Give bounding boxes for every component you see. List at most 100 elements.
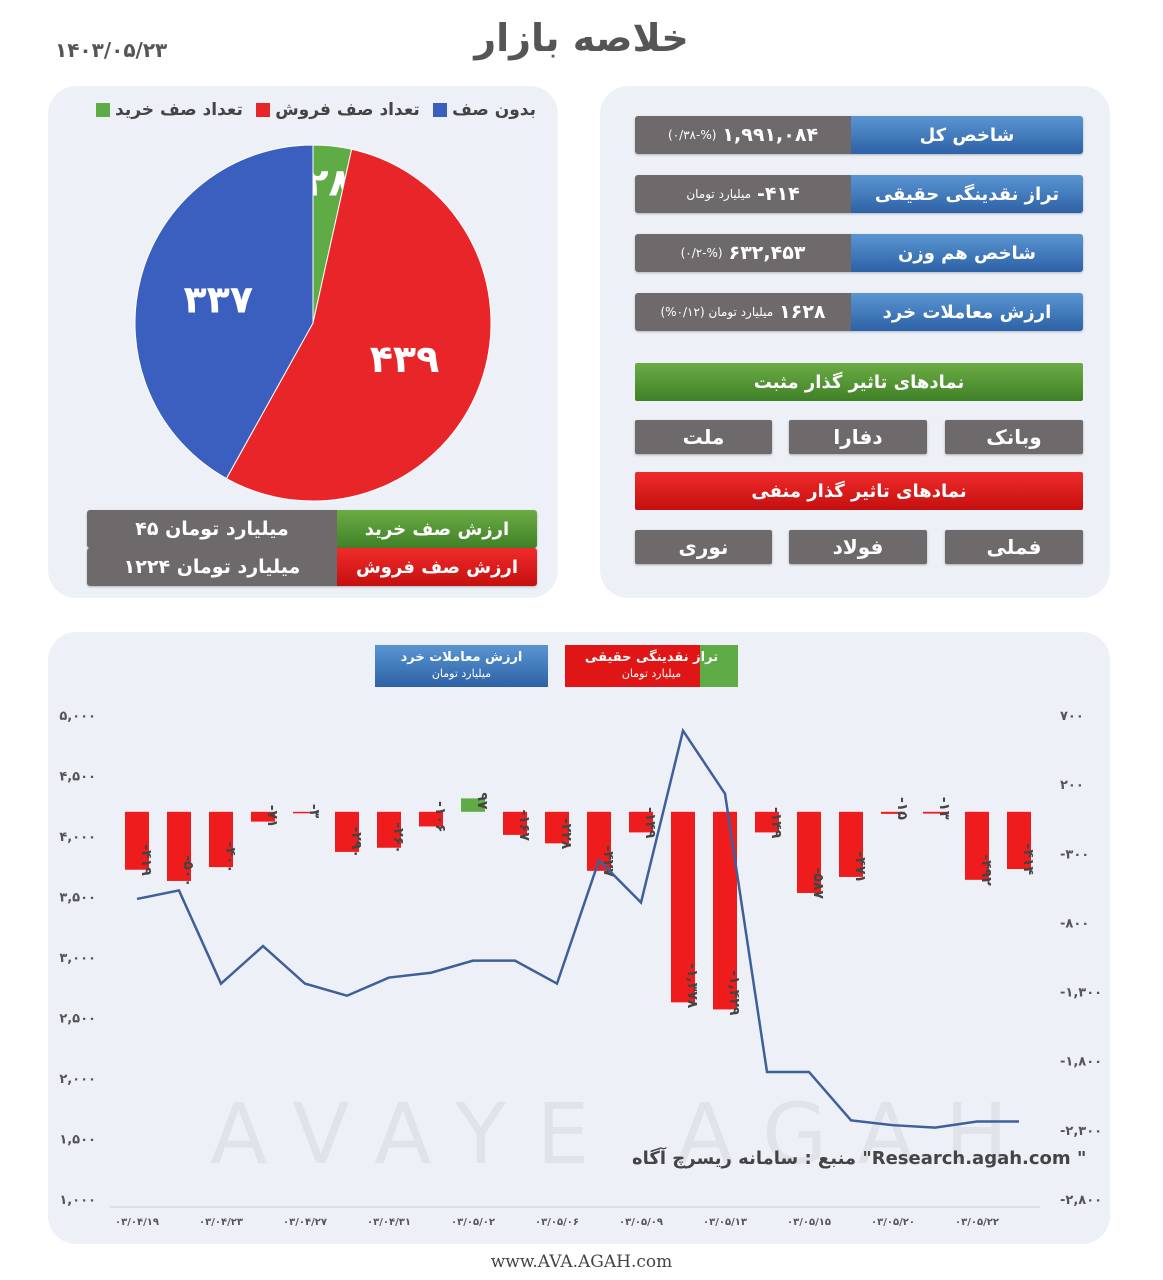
negative-symbols-title: نمادهای تاثیر گذار منفی [635,472,1083,510]
liquidity-bar [671,811,695,1003]
left-axis-tick: ۲,۵۰۰ [59,1012,96,1027]
liquidity-bar-label: -۴۱۹ [138,844,154,876]
legend-item-no-queue: بدون صف [433,100,536,120]
right-axis-tick: -۱,۳۰۰ [1060,986,1102,1001]
legend-unit: میلیارد تومان [431,667,492,680]
liquidity-bar-label: -۱,۳۷۸ [684,963,700,1009]
legend-title: تراز نقدینگی حقیقی [584,650,719,665]
stat-row-main-index: (۰/۳۸-%) ۱,۹۹۱,۰۸۴ شاخص کل [635,116,1083,154]
liquidity-bar-label: -۱,۴۲۹ [726,970,742,1016]
buy-queue-value: ۴۵ میلیارد تومان [87,510,337,548]
liquidity-bar-label: -۷۱ [264,805,280,828]
liquidity-bar-label: -۱۶۷ [516,809,532,841]
liquidity-bar [503,811,527,835]
x-axis-tick: ۰۳/۰۵/۱۵ [787,1217,831,1228]
source-note: منبع : سامانه ریسرچ آگاه "Research.agah.… [632,1148,1087,1169]
x-axis-tick: ۰۳/۰۵/۲۲ [955,1217,999,1228]
negative-symbol: فملی [945,530,1083,564]
watermark: AVAYE AGAH [210,1085,1038,1183]
legend-title: ارزش معاملات خرد [400,650,523,665]
liquidity-bar-label: -۲۲۸ [558,818,574,850]
pie-slice-label: ۳۳۷ [183,277,253,321]
liquidity-bar-label: -۲۹۰ [348,826,364,857]
x-axis-tick: ۰۳/۰۴/۲۳ [199,1217,243,1228]
right-axis-tick: -۱,۸۰۰ [1060,1055,1102,1070]
left-axis-tick: ۴,۵۰۰ [59,770,96,785]
right-axis-tick: -۸۰۰ [1060,916,1089,931]
x-axis-tick: ۰۳/۰۴/۱۹ [115,1217,159,1228]
stat-row-equal-weight: (۰/۲-%) ۶۳۲,۴۵۳ شاخص هم وزن [635,234,1083,272]
trend-chart-panel [48,632,1110,1244]
pie-slice [134,144,314,480]
liquidity-bar [335,811,359,852]
left-axis-tick: ۳,۵۰۰ [59,891,96,906]
legend-swatch [96,103,110,117]
stat-note: (۰/۳۸-%) [667,128,717,142]
stats-panel [600,86,1110,598]
stat-value-cell: (۰/۳۸-%) ۱,۹۹۱,۰۸۴ [635,116,851,154]
liquidity-bar-label: -۲۶۰ [390,822,406,853]
liquidity-bar [629,811,653,833]
left-axis-tick: ۱,۵۰۰ [59,1133,96,1148]
pie-slice [225,148,492,502]
liquidity-bar [419,811,443,827]
liquidity-bar-label: -۱۴۹ [768,807,784,839]
left-axis-tick: ۲,۰۰۰ [59,1072,96,1087]
right-axis-tick: ۷۰۰ [1060,709,1084,724]
liquidity-bar [167,811,191,881]
stat-row-retail-value: میلیارد تومان (۰/۱۲%) ۱۶۲۸ ارزش معاملات … [635,293,1083,331]
x-axis-tick: ۰۳/۰۵/۲۰ [871,1217,915,1228]
stat-value-cell: (۰/۲-%) ۶۳۲,۴۵۳ [635,234,851,272]
legend-label: تعداد صف فروش [275,100,420,120]
x-axis-tick: ۰۳/۰۴/۲۷ [283,1217,327,1228]
liquidity-bar-label: -۳ [306,804,322,819]
positive-symbol: وبانک [945,420,1083,454]
liquidity-bar [923,811,947,814]
chart-legend-liquidity: تراز نقدینگی حقیقی میلیارد تومان [565,645,738,687]
liquidity-bar [797,811,821,893]
stat-value: ۶۳۲,۴۵۳ [728,242,806,264]
legend-item-buy-queue: تعداد صف خرید [96,100,243,120]
footer-url: www.AVA.AGAH.com [490,1252,673,1272]
liquidity-bar-label: -۴۲۷ [600,845,616,877]
left-axis-tick: ۳,۰۰۰ [59,951,96,966]
positive-symbols-title: نمادهای تاثیر گذار مثبت [635,363,1083,401]
positive-symbol: دفارا [789,420,927,454]
report-date: ۱۴۰۳/۰۵/۲۳ [55,38,168,62]
liquidity-bar-label: -۴۷۱ [852,851,868,882]
liquidity-bar [209,811,233,868]
stat-label: شاخص هم وزن [851,234,1083,272]
x-axis-tick: ۰۳/۰۵/۰۲ [451,1217,495,1228]
liquidity-bar-label: ۹۷ [474,792,490,810]
liquidity-bar-label: -۵۰۰ [180,855,196,886]
page-title: خلاصه بازار [474,16,689,60]
stat-label: شاخص کل [851,116,1083,154]
x-axis-tick: ۰۳/۰۵/۰۶ [535,1217,579,1228]
liquidity-bar [881,811,905,814]
right-axis-tick: -۲,۸۰۰ [1060,1193,1102,1208]
stat-row-liquidity: میلیارد تومان -۴۱۴ تراز نقدینگی حقیقی [635,175,1083,213]
left-axis-tick: ۱,۰۰۰ [59,1193,96,1208]
liquidity-bar-label: -۵۸۷ [810,868,826,900]
positive-symbol: ملت [635,420,772,454]
sell-queue-value-row: ۱۲۲۴ میلیارد تومان ارزش صف فروش [87,548,537,586]
liquidity-bar [461,798,485,812]
stat-note: میلیارد تومان (۰/۱۲%) [660,305,774,319]
x-axis-tick: ۰۳/۰۴/۳۱ [367,1217,411,1228]
liquidity-bar [545,811,569,844]
legend-unit: میلیارد تومان [621,667,682,680]
stat-value: ۱,۹۹۱,۰۸۴ [722,124,819,146]
liquidity-bar [755,811,779,833]
right-axis-tick: -۲,۳۰۰ [1060,1124,1102,1139]
stat-label: ارزش معاملات خرد [851,293,1083,331]
legend-swatch [256,103,271,117]
pie-slice-label: ۴۳۹ [370,337,440,381]
liquidity-bar-label: -۴۹۲ [978,854,994,886]
legend-label: بدون صف [452,100,536,120]
liquidity-bar [965,811,989,880]
right-axis-tick: -۳۰۰ [1060,847,1089,862]
x-axis-tick: ۰۳/۰۵/۱۳ [703,1217,747,1228]
liquidity-and-value-chart: ۱,۰۰۰ ۱,۵۰۰ ۲,۰۰۰ ۲,۵۰۰ ۳,۰۰۰ ۳,۵۰۰ ۴,۰۰۰ ۴,۵۰۰… [59,709,1102,1228]
buy-queue-value-row: ۴۵ میلیارد تومان ارزش صف خرید [87,510,537,548]
